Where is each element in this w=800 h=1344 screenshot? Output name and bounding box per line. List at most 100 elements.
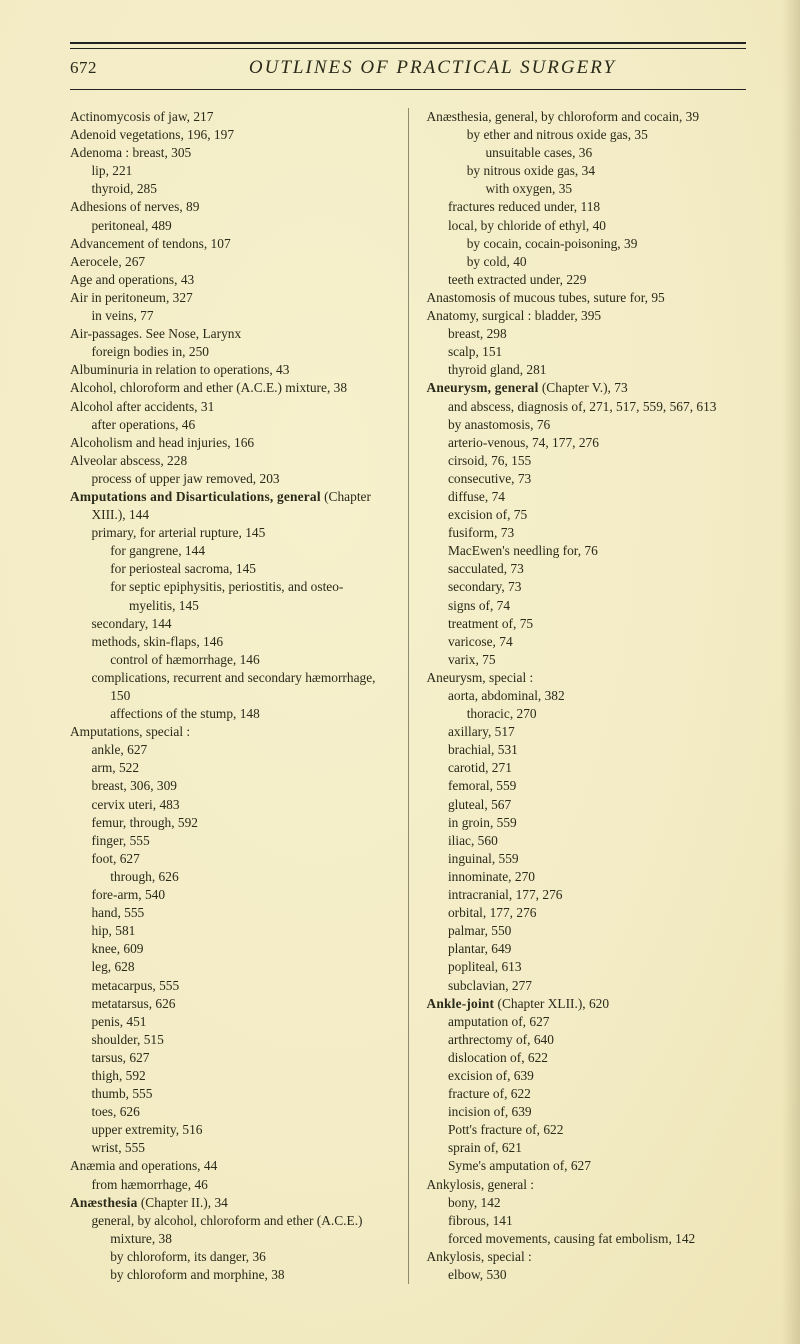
index-entry: Adenoid vegetations, 196, 197 xyxy=(70,126,390,144)
left-column: Actinomycosis of jaw, 217Adenoid vegetat… xyxy=(70,108,390,1284)
index-entry: fusiform, 73 xyxy=(427,524,747,542)
index-entry: Pott's fracture of, 622 xyxy=(427,1121,747,1139)
index-entry: Syme's amputation of, 627 xyxy=(427,1157,747,1175)
index-entry: consecutive, 73 xyxy=(427,470,747,488)
index-entry: leg, 628 xyxy=(70,958,390,976)
index-entry: Aneurysm, special : xyxy=(427,669,747,687)
index-entry: inguinal, 559 xyxy=(427,850,747,868)
index-entry: by cocain, cocain-poisoning, 39 xyxy=(427,235,747,253)
index-entry: fore-arm, 540 xyxy=(70,886,390,904)
index-entry: secondary, 73 xyxy=(427,578,747,596)
index-entry: Amputations, special : xyxy=(70,723,390,741)
index-entry: diffuse, 74 xyxy=(427,488,747,506)
index-entry: fracture of, 622 xyxy=(427,1085,747,1103)
index-entry: MacEwen's needling for, 76 xyxy=(427,542,747,560)
index-entry: for gangrene, 144 xyxy=(70,542,390,560)
index-entry: gluteal, 567 xyxy=(427,796,747,814)
index-entry: penis, 451 xyxy=(70,1013,390,1031)
index-entry: teeth extracted under, 229 xyxy=(427,271,747,289)
index-entry: incision of, 639 xyxy=(427,1103,747,1121)
index-entry: with oxygen, 35 xyxy=(427,180,747,198)
index-entry: intracranial, 177, 276 xyxy=(427,886,747,904)
index-entry: femur, through, 592 xyxy=(70,814,390,832)
index-entry: scalp, 151 xyxy=(427,343,747,361)
index-entry: Alcoholism and head injuries, 166 xyxy=(70,434,390,452)
index-entry: axillary, 517 xyxy=(427,723,747,741)
index-entry: Albuminuria in relation to operations, 4… xyxy=(70,361,390,379)
index-entry: Alcohol after accidents, 31 xyxy=(70,398,390,416)
index-entry: wrist, 555 xyxy=(70,1139,390,1157)
running-head: 672 OUTLINES OF PRACTICAL SURGERY xyxy=(70,55,746,85)
index-entry: dislocation of, 622 xyxy=(427,1049,747,1067)
index-entry: Anatomy, surgical : bladder, 395 xyxy=(427,307,747,325)
index-entry: by cold, 40 xyxy=(427,253,747,271)
index-entry: peritoneal, 489 xyxy=(70,217,390,235)
index-entry: toes, 626 xyxy=(70,1103,390,1121)
index-entry: arm, 522 xyxy=(70,759,390,777)
index-entry: lip, 221 xyxy=(70,162,390,180)
index-entry: Alveolar abscess, 228 xyxy=(70,452,390,470)
index-entry: thyroid gland, 281 xyxy=(427,361,747,379)
index-entry-head: Amputations and Disarticulations, genera… xyxy=(70,489,321,504)
index-entry: in groin, 559 xyxy=(427,814,747,832)
index-entry-tail: (Chapter XLII.), 620 xyxy=(494,996,609,1011)
index-entry: for periosteal sacroma, 145 xyxy=(70,560,390,578)
index-entry: for septic epiphysitis, periostitis, and… xyxy=(70,578,390,614)
index-entry: Air-passages. See Nose, Larynx xyxy=(70,325,390,343)
index-entry: forced movements, causing fat embolism, … xyxy=(427,1230,747,1248)
index-entry: finger, 555 xyxy=(70,832,390,850)
index-entry: Air in peritoneum, 327 xyxy=(70,289,390,307)
index-entry: control of hæmorrhage, 146 xyxy=(70,651,390,669)
index-entry: elbow, 530 xyxy=(427,1266,747,1284)
index-entry: cervix uteri, 483 xyxy=(70,796,390,814)
index-entry-tail: (Chapter V.), 73 xyxy=(539,380,628,395)
index-entry: metacarpus, 555 xyxy=(70,977,390,995)
index-entry: breast, 306, 309 xyxy=(70,777,390,795)
index-columns: Actinomycosis of jaw, 217Adenoid vegetat… xyxy=(70,108,746,1284)
index-entry: amputation of, 627 xyxy=(427,1013,747,1031)
index-entry: signs of, 74 xyxy=(427,597,747,615)
index-entry: through, 626 xyxy=(70,868,390,886)
top-rule xyxy=(70,42,746,49)
index-entry: orbital, 177, 276 xyxy=(427,904,747,922)
index-entry-head: Anæsthesia xyxy=(70,1195,137,1210)
index-entry: Ankylosis, special : xyxy=(427,1248,747,1266)
index-entry: arthrectomy of, 640 xyxy=(427,1031,747,1049)
page-edge-shadow xyxy=(782,0,800,1344)
index-entry: Age and operations, 43 xyxy=(70,271,390,289)
index-entry: affections of the stump, 148 xyxy=(70,705,390,723)
index-entry: femoral, 559 xyxy=(427,777,747,795)
index-entry-head: Ankle-joint xyxy=(427,996,495,1011)
index-entry: shoulder, 515 xyxy=(70,1031,390,1049)
head-underline xyxy=(70,89,746,90)
index-entry: knee, 609 xyxy=(70,940,390,958)
index-entry: Advancement of tendons, 107 xyxy=(70,235,390,253)
index-entry: varicose, 74 xyxy=(427,633,747,651)
index-entry: excision of, 75 xyxy=(427,506,747,524)
index-entry: process of upper jaw removed, 203 xyxy=(70,470,390,488)
index-entry: Actinomycosis of jaw, 217 xyxy=(70,108,390,126)
right-column: Anæsthesia, general, by chloroform and c… xyxy=(427,108,747,1284)
index-entry: sacculated, 73 xyxy=(427,560,747,578)
index-entry: tarsus, 627 xyxy=(70,1049,390,1067)
index-entry: secondary, 144 xyxy=(70,615,390,633)
index-entry: Amputations and Disarticulations, genera… xyxy=(70,488,390,524)
index-entry: by ether and nitrous oxide gas, 35 xyxy=(427,126,747,144)
index-entry: upper extremity, 516 xyxy=(70,1121,390,1139)
index-entry: Anæsthesia (Chapter II.), 34 xyxy=(70,1194,390,1212)
index-entry: Aneurysm, general (Chapter V.), 73 xyxy=(427,379,747,397)
index-entry: Ankylosis, general : xyxy=(427,1176,747,1194)
index-entry: varix, 75 xyxy=(427,651,747,669)
index-entry: by chloroform, its danger, 36 xyxy=(70,1248,390,1266)
index-entry: by nitrous oxide gas, 34 xyxy=(427,162,747,180)
index-entry: Anæsthesia, general, by chloroform and c… xyxy=(427,108,747,126)
index-entry: thumb, 555 xyxy=(70,1085,390,1103)
index-entry: foreign bodies in, 250 xyxy=(70,343,390,361)
index-entry: iliac, 560 xyxy=(427,832,747,850)
index-entry: excision of, 639 xyxy=(427,1067,747,1085)
index-entry: after operations, 46 xyxy=(70,416,390,434)
index-entry: Anæmia and operations, 44 xyxy=(70,1157,390,1175)
index-entry: Alcohol, chloroform and ether (A.C.E.) m… xyxy=(70,379,390,397)
index-entry: unsuitable cases, 36 xyxy=(427,144,747,162)
index-entry: hand, 555 xyxy=(70,904,390,922)
